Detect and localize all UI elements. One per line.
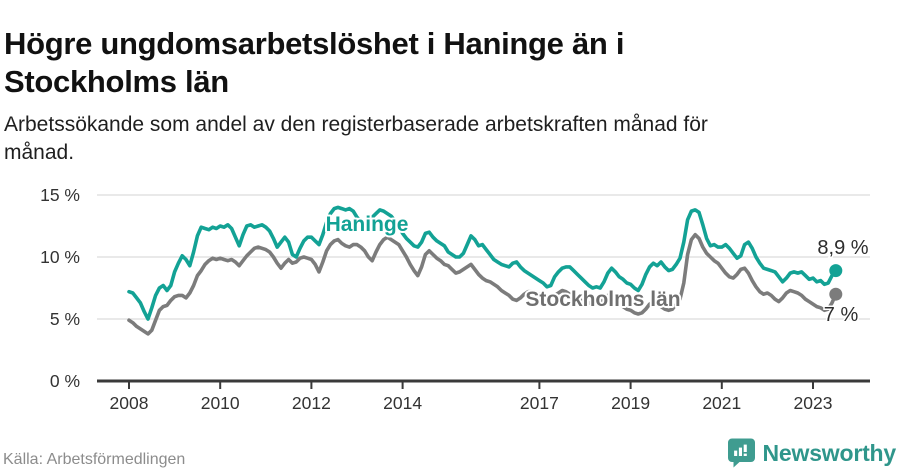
stockholm-end-dot xyxy=(829,287,843,301)
stockholm-line xyxy=(127,232,838,336)
x-tick-label: 2014 xyxy=(383,393,422,413)
haninge-line xyxy=(127,205,838,321)
chart-subtitle: Arbetssökande som andel av den registerb… xyxy=(4,111,864,167)
haninge-end-dot xyxy=(829,264,843,278)
page-title: Högre ungdomsarbetslöshet i Haninge än i… xyxy=(4,25,864,101)
x-tick-label: 2021 xyxy=(702,393,741,413)
haninge-end-value-label: 8,9 % xyxy=(817,237,868,259)
x-tick-label: 2023 xyxy=(794,393,833,413)
x-tick-label: 2017 xyxy=(520,393,559,413)
newsworthy-icon xyxy=(727,438,755,468)
y-tick-label: 0 % xyxy=(50,371,80,391)
title-line-1: Högre ungdomsarbetslöshet i Haninge än i xyxy=(4,25,625,61)
x-tick-label: 2010 xyxy=(201,393,240,413)
haninge-series-label: Haninge xyxy=(326,213,409,236)
stockholm-series-label: Stockholms län xyxy=(525,288,680,311)
title-line-2: Stockholms län xyxy=(4,63,229,99)
newsworthy-wordmark: Newsworthy xyxy=(762,439,897,466)
source-note: Källa: Arbetsförmedlingen xyxy=(3,451,186,468)
y-tick-label: 5 % xyxy=(50,309,80,329)
subtitle-line-2: månad. xyxy=(4,141,75,164)
x-tick-label: 2019 xyxy=(611,393,650,413)
y-tick-label: 10 % xyxy=(40,247,80,267)
y-tick-label: 15 % xyxy=(40,185,80,205)
newsworthy-logo[interactable]: Newsworthy xyxy=(727,438,896,468)
x-tick-label: 2008 xyxy=(110,393,149,413)
x-tick-label: 2012 xyxy=(292,393,331,413)
subtitle-line-1: Arbetssökande som andel av den registerb… xyxy=(4,113,708,136)
stockholm-end-value-label: 7 % xyxy=(824,304,859,326)
